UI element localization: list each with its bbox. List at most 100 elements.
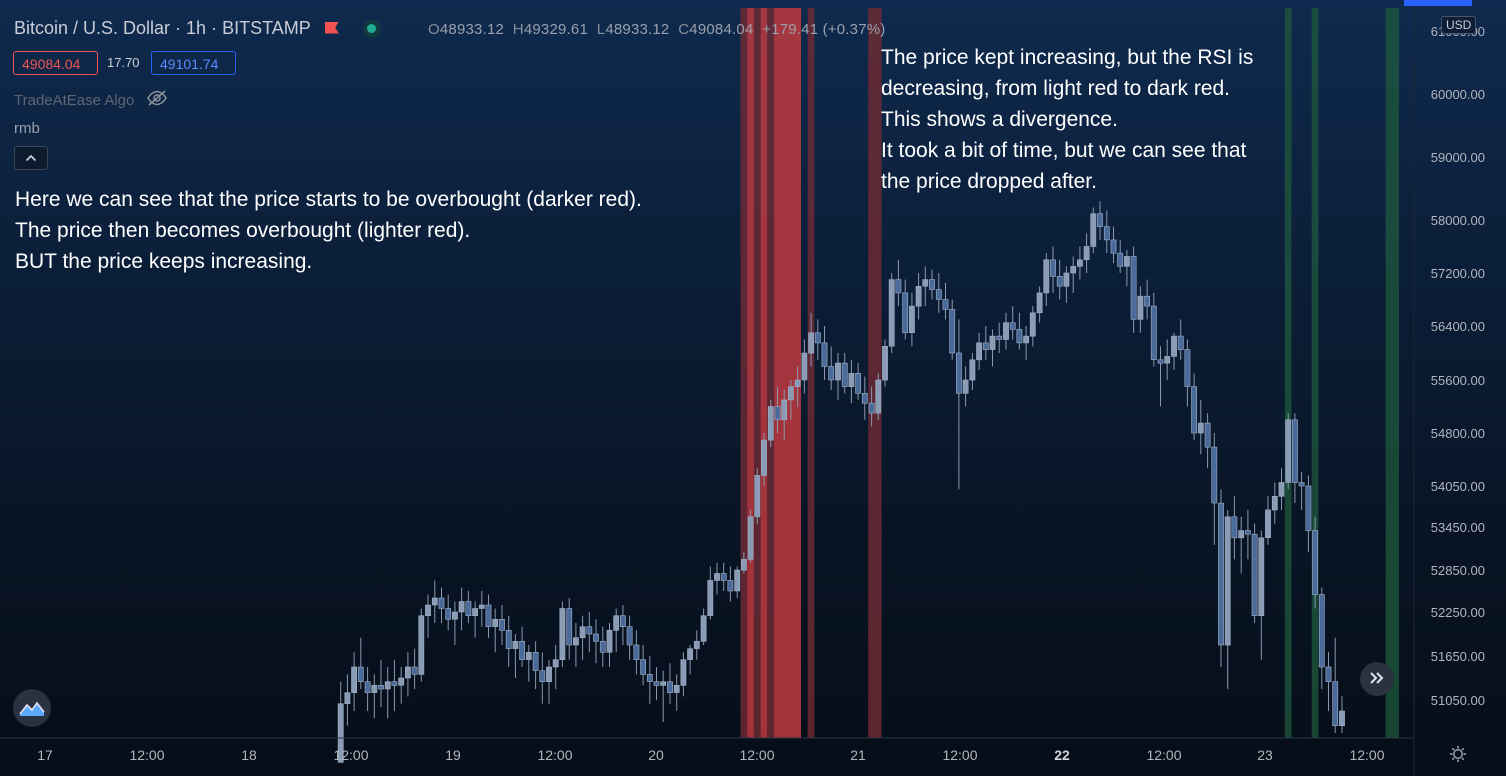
- signal-zone-oversold: [1385, 8, 1399, 738]
- candle-body: [835, 362, 841, 381]
- candle: [1077, 246, 1083, 280]
- price-tick-label: 55600.00: [1431, 373, 1485, 388]
- price-tick-label: 59000.00: [1431, 150, 1485, 165]
- time-tick-label: 21: [850, 747, 866, 763]
- candle-body: [599, 640, 606, 653]
- candle-body: [1312, 530, 1318, 595]
- candle-body: [714, 573, 720, 581]
- candle-body: [1110, 239, 1117, 254]
- candle: [942, 282, 949, 320]
- candle-body: [391, 681, 398, 686]
- candle: [949, 299, 956, 360]
- settings-gear-icon[interactable]: [1448, 744, 1468, 764]
- candle-body: [586, 626, 593, 635]
- candle: [1171, 332, 1177, 370]
- candle-body: [566, 608, 573, 646]
- candle: [626, 615, 633, 660]
- ask-price-button[interactable]: 49101.74: [151, 51, 236, 75]
- candle-body: [499, 618, 505, 631]
- candle-body: [902, 292, 909, 334]
- candle-body: [976, 342, 982, 361]
- price-tick-label: 52250.00: [1431, 605, 1485, 620]
- candle-body: [1231, 516, 1238, 539]
- candle-body: [828, 366, 835, 381]
- candle: [754, 468, 761, 524]
- candle: [841, 353, 848, 394]
- candle: [619, 605, 626, 645]
- low-value: 48933.12: [605, 21, 670, 38]
- symbol-header[interactable]: Bitcoin / U.S. Dollar · 1h · BITSTAMP: [14, 18, 381, 39]
- time-tick-label: 12:00: [333, 747, 368, 763]
- candle-body: [1090, 213, 1097, 247]
- candle-body: [357, 666, 364, 682]
- signal-zone-oversold: [1284, 8, 1292, 738]
- candle: [1218, 489, 1224, 667]
- candle-body: [915, 285, 922, 307]
- candle-body: [1298, 482, 1305, 487]
- candle: [1204, 413, 1211, 469]
- signal-zone-overbought-light: [760, 8, 768, 738]
- candle: [1117, 239, 1124, 273]
- candle: [512, 634, 519, 678]
- double-chevron-right-icon: [1369, 669, 1385, 690]
- candle: [606, 623, 613, 667]
- candle: [929, 269, 935, 300]
- candle: [1211, 433, 1218, 545]
- bid-price-button[interactable]: 49084.04: [13, 51, 98, 75]
- candle-body: [935, 289, 942, 300]
- candle-body: [532, 651, 539, 671]
- candle: [1110, 226, 1117, 264]
- candle-body: [1224, 516, 1231, 646]
- candle-body: [1332, 681, 1339, 727]
- flag-icon[interactable]: [325, 22, 339, 36]
- candle-body: [1124, 256, 1130, 267]
- candle-body: [989, 335, 996, 350]
- collapse-legend-button[interactable]: [14, 146, 48, 170]
- scroll-to-realtime-button[interactable]: [1360, 662, 1394, 696]
- close-value: 49084.04: [689, 21, 754, 38]
- candle: [1070, 256, 1077, 293]
- candle-body: [1325, 666, 1332, 682]
- candle: [989, 329, 996, 367]
- candle: [1016, 312, 1023, 350]
- candle: [1305, 475, 1312, 553]
- candle-body: [525, 651, 532, 660]
- currency-button[interactable]: USD: [1441, 16, 1477, 34]
- candle: [404, 652, 411, 697]
- candle: [693, 630, 700, 660]
- indicator-name[interactable]: TradeAtEase Algo: [14, 91, 135, 109]
- candle-body: [1083, 246, 1090, 261]
- candle: [861, 376, 868, 420]
- low-label: L: [596, 21, 606, 38]
- candle: [364, 667, 371, 711]
- candle-body: [1171, 335, 1177, 357]
- price-tick-label: 58000.00: [1431, 213, 1485, 228]
- candle-body: [1097, 213, 1103, 227]
- time-tick-label: 18: [241, 747, 257, 763]
- candle-body: [781, 399, 788, 421]
- candle: [673, 674, 680, 711]
- candle: [378, 659, 384, 708]
- candle: [357, 637, 364, 689]
- symbol-title[interactable]: Bitcoin / U.S. Dollar · 1h · BITSTAMP: [14, 18, 311, 38]
- candle: [1003, 312, 1009, 350]
- candle-body: [740, 558, 747, 571]
- candle-body: [969, 359, 976, 381]
- candle-body: [559, 608, 566, 661]
- candle-body: [787, 386, 794, 401]
- eye-off-icon[interactable]: [146, 89, 168, 111]
- indicator-legend[interactable]: TradeAtEase Algo: [14, 89, 168, 111]
- candle: [1177, 319, 1184, 360]
- candle: [660, 670, 667, 722]
- candle-body: [337, 703, 344, 763]
- candle: [472, 601, 478, 638]
- candle: [525, 645, 532, 682]
- candle: [707, 566, 714, 620]
- candle-body: [1009, 322, 1016, 330]
- candle: [767, 399, 774, 448]
- tradingview-logo-icon[interactable]: [13, 689, 51, 727]
- time-tick-label: 12:00: [537, 747, 572, 763]
- candle: [539, 652, 546, 704]
- candle: [1278, 468, 1285, 510]
